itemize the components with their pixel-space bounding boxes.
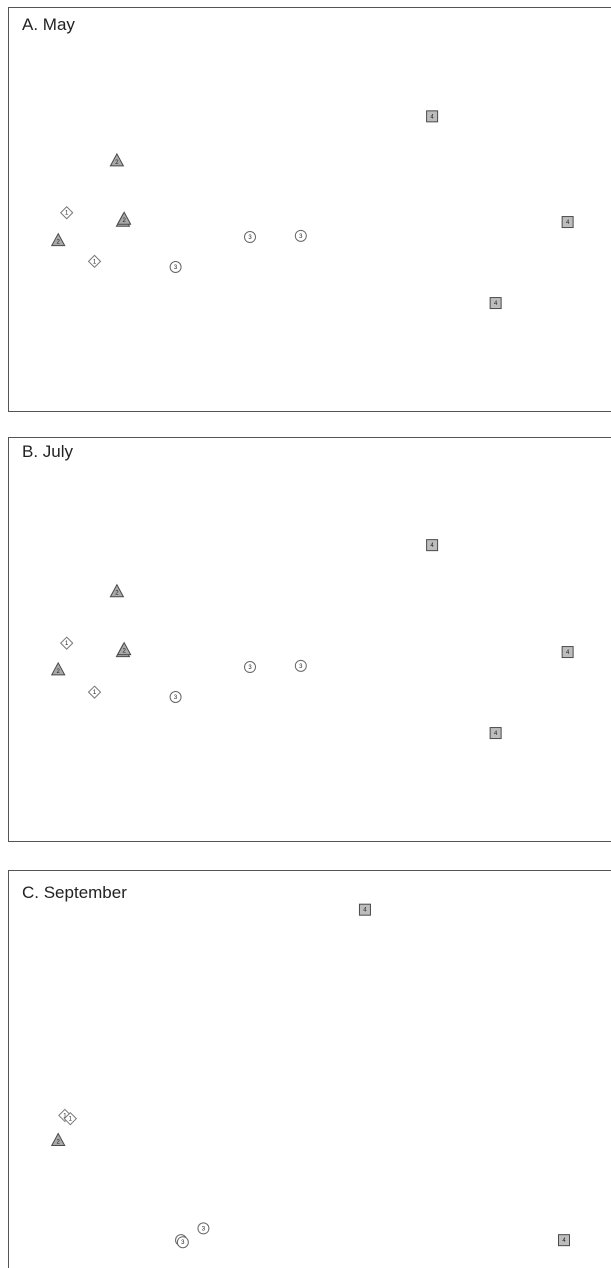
point-label: 3 (174, 265, 178, 271)
data-point: 4 (426, 110, 439, 123)
panel-frame (8, 7, 611, 412)
panel-may: A. May 421224233134 (8, 7, 611, 412)
point-label: 1 (93, 690, 97, 696)
point-label: 4 (562, 1238, 566, 1244)
point-label: 3 (299, 664, 303, 670)
data-point: 2 (109, 152, 125, 167)
data-point: 4 (489, 727, 502, 740)
data-point: 3 (244, 661, 256, 674)
square-icon (426, 110, 439, 123)
point-label: 1 (65, 211, 69, 217)
triangle-icon (50, 661, 66, 676)
point-label: 4 (430, 114, 434, 120)
point-label: 4 (566, 220, 570, 226)
point-label: 1 (65, 641, 69, 647)
point-label: 2 (122, 218, 126, 224)
data-point: 1 (59, 636, 74, 650)
triangle-icon (50, 232, 66, 247)
diamond-icon (59, 206, 74, 220)
point-label: 2 (115, 160, 119, 166)
point-label: 3 (248, 665, 252, 671)
data-point: 3 (169, 691, 182, 704)
circle-icon (294, 659, 307, 672)
data-point: 2 (116, 641, 132, 656)
circle-icon (244, 661, 256, 674)
point-label: 3 (248, 235, 252, 241)
data-point: 1 (87, 254, 102, 269)
markers: 421224233134 (50, 110, 574, 310)
data-point: 4 (489, 297, 502, 310)
data-point: 2 (50, 661, 66, 676)
triangle-icon (116, 641, 132, 656)
point-label: 2 (57, 240, 61, 246)
point-label: 1 (63, 1113, 67, 1119)
data-point: 1 (63, 1111, 78, 1126)
data-point: 3 (176, 1236, 189, 1249)
circle-icon (169, 261, 182, 274)
data-point: 3 (197, 1222, 210, 1235)
triangle-icon (116, 211, 132, 225)
triangle-icon (109, 583, 125, 598)
point-label: 2 (57, 669, 61, 675)
square-icon (426, 539, 439, 552)
point-label: 1 (69, 1117, 73, 1123)
triangle-icon (50, 1132, 66, 1147)
data-point: 4 (358, 903, 371, 916)
data-point: 2 (50, 232, 66, 247)
data-point: 4 (561, 646, 574, 659)
data-point: 1 (87, 685, 102, 699)
data-point: 3 (294, 659, 307, 672)
data-point: 2 (50, 1132, 66, 1147)
panel-frame (8, 437, 611, 842)
point-label: 2 (122, 649, 126, 655)
panel-title: C. September (22, 883, 127, 902)
diamond-icon (59, 636, 74, 650)
data-point: 4 (561, 216, 574, 229)
circle-icon (169, 691, 182, 704)
square-icon (489, 297, 502, 310)
data-point: 3 (294, 229, 307, 242)
square-icon (557, 1234, 570, 1247)
point-label: 4 (494, 301, 498, 307)
point-label: 4 (494, 731, 498, 737)
circle-icon (294, 229, 307, 242)
data-point: 4 (557, 1234, 570, 1247)
panel-september: C. September 41123334 (8, 870, 611, 1268)
circle-icon (197, 1222, 210, 1235)
data-point: 4 (426, 539, 439, 552)
point-label: 3 (202, 1226, 206, 1232)
data-point: 2 (116, 211, 132, 225)
data-point: 2 (109, 583, 125, 598)
diamond-icon (87, 685, 102, 699)
data-point: 3 (169, 261, 182, 274)
point-label: 2 (57, 1140, 61, 1146)
data-point: 3 (244, 231, 256, 244)
circle-icon (176, 1236, 189, 1249)
point-label: 1 (93, 259, 97, 265)
point-label: 3 (181, 1240, 185, 1246)
point-label: 4 (566, 650, 570, 656)
circle-icon (244, 231, 256, 244)
square-icon (358, 903, 371, 916)
point-label: 3 (299, 234, 303, 240)
point-label: 3 (174, 695, 178, 701)
square-icon (561, 216, 574, 229)
panel-title: B. July (22, 442, 74, 461)
triangle-icon (109, 152, 125, 167)
markers: 41123334 (50, 903, 570, 1249)
point-label: 4 (363, 908, 367, 914)
square-icon (489, 727, 502, 740)
point-label: 4 (430, 543, 434, 549)
panel-title: A. May (22, 15, 75, 34)
diamond-icon (87, 254, 102, 269)
markers: 421224233134 (50, 539, 574, 740)
panel-frame (8, 870, 611, 1268)
data-point: 1 (59, 206, 74, 220)
panel-july: B. July 421224233134 (8, 437, 611, 842)
diamond-icon (63, 1111, 78, 1126)
square-icon (561, 646, 574, 659)
point-label: 2 (115, 591, 119, 597)
